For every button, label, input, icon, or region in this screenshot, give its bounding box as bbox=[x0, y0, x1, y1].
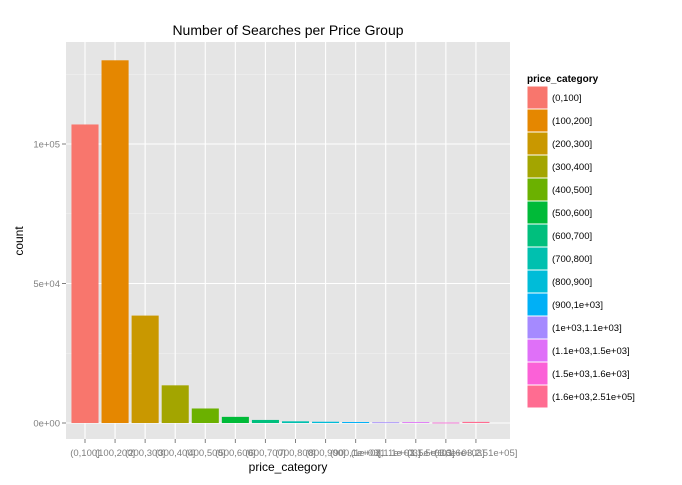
x-tick-label: (1e+03,1.1e+03] bbox=[351, 448, 421, 459]
legend-label: (400,500] bbox=[552, 185, 592, 196]
legend-label: (900,1e+03] bbox=[552, 300, 603, 311]
legend-key bbox=[527, 270, 548, 293]
legend-label: (0,100] bbox=[552, 93, 582, 104]
bar bbox=[281, 421, 310, 423]
bar bbox=[462, 421, 490, 423]
legend-title: price_category bbox=[527, 74, 599, 85]
legend-key bbox=[527, 109, 548, 132]
x-tick-label: (1.1e+03,1.5e+03] bbox=[377, 448, 455, 459]
bar bbox=[71, 124, 99, 423]
x-tick-label: (0,100] bbox=[70, 448, 100, 459]
legend-key bbox=[527, 224, 548, 247]
bar bbox=[251, 419, 279, 423]
legend-key bbox=[527, 293, 548, 316]
legend-items: (0,100] (100,200] (200,300] (300,400] (400,5… bbox=[526, 85, 635, 409]
bars bbox=[71, 60, 490, 424]
bar bbox=[402, 422, 430, 423]
legend-key bbox=[527, 201, 548, 224]
legend-key bbox=[527, 178, 548, 201]
legend-label: (1.5e+03,1.6e+03] bbox=[552, 369, 630, 380]
y-tick-label: 1e+05 bbox=[33, 140, 60, 151]
bar bbox=[372, 422, 400, 424]
x-tick-label: (100,200] bbox=[95, 448, 135, 459]
x-tick-label: (300,400] bbox=[155, 448, 195, 459]
y-axis-label: count bbox=[12, 226, 26, 256]
bar bbox=[191, 408, 219, 423]
legend-key bbox=[527, 316, 548, 339]
chart-title: Number of Searches per Price Group bbox=[172, 22, 403, 38]
x-tick-label: (700,800] bbox=[275, 448, 315, 459]
x-tick-label: (800,900] bbox=[305, 448, 345, 459]
x-axis: (0,100](100,200](200,300](300,400](400,5… bbox=[70, 439, 517, 459]
x-tick-label: (1.6e+03,2.51e+05] bbox=[434, 448, 517, 459]
y-axis: 0e+00 5e+04 1e+05 bbox=[33, 140, 66, 430]
bar bbox=[432, 422, 460, 424]
x-tick-label: (900,1e+03] bbox=[330, 448, 381, 459]
x-tick-label: (400,500] bbox=[185, 448, 225, 459]
legend-key bbox=[527, 339, 548, 362]
bar bbox=[101, 60, 129, 424]
bar bbox=[161, 385, 189, 423]
legend-label: (1e+03,1.1e+03] bbox=[552, 323, 622, 334]
legend-label: (200,300] bbox=[552, 139, 592, 150]
bar bbox=[312, 421, 340, 423]
x-tick-label: (200,300] bbox=[125, 448, 165, 459]
x-tick-label: (500,600] bbox=[215, 448, 255, 459]
legend-label: (100,200] bbox=[552, 116, 592, 127]
legend-key bbox=[527, 86, 548, 109]
legend-label: (500,600] bbox=[552, 208, 592, 219]
bar bbox=[221, 416, 249, 423]
legend-label: (800,900] bbox=[552, 277, 592, 288]
legend-key bbox=[527, 155, 548, 178]
bar bbox=[131, 315, 159, 423]
legend-label: (600,700] bbox=[552, 231, 592, 242]
legend: price_category (0,100] (100,200] (200,300]… bbox=[526, 74, 635, 409]
legend-key bbox=[527, 247, 548, 270]
legend-key bbox=[527, 385, 548, 408]
bar bbox=[342, 422, 370, 423]
legend-label: (1.6e+03,2.51e+05] bbox=[552, 392, 635, 403]
x-tick-label: (600,700] bbox=[245, 448, 285, 459]
legend-label: (1.1e+03,1.5e+03] bbox=[552, 346, 630, 357]
y-tick-label: 0e+00 bbox=[33, 419, 60, 430]
x-tick-label: (1.5e+03,1.6e+03] bbox=[407, 448, 485, 459]
legend-key bbox=[527, 132, 548, 155]
y-tick-label: 5e+04 bbox=[33, 279, 60, 290]
x-axis-label: price_category bbox=[249, 460, 328, 474]
legend-label: (300,400] bbox=[552, 162, 592, 173]
legend-key bbox=[527, 362, 548, 385]
legend-label: (700,800] bbox=[552, 254, 592, 265]
